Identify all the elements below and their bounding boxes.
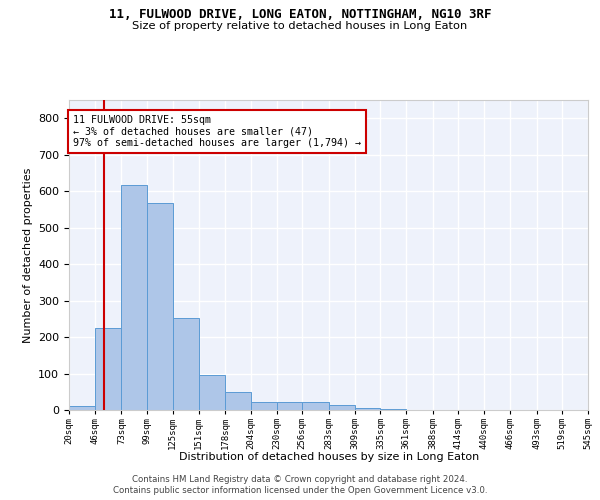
Text: Distribution of detached houses by size in Long Eaton: Distribution of detached houses by size … [179,452,479,462]
Text: Size of property relative to detached houses in Long Eaton: Size of property relative to detached ho… [133,21,467,31]
Bar [225,392,251,410]
Bar [147,203,173,410]
Text: 11, FULWOOD DRIVE, LONG EATON, NOTTINGHAM, NG10 3RF: 11, FULWOOD DRIVE, LONG EATON, NOTTINGHA… [109,8,491,20]
Bar [173,318,199,410]
Bar [95,328,121,410]
Text: Contains HM Land Registry data © Crown copyright and database right 2024.: Contains HM Land Registry data © Crown c… [132,475,468,484]
Text: 11 FULWOOD DRIVE: 55sqm
← 3% of detached houses are smaller (47)
97% of semi-det: 11 FULWOOD DRIVE: 55sqm ← 3% of detached… [73,114,361,148]
Bar [277,402,302,410]
Bar [302,402,329,410]
Bar [69,406,95,410]
Bar [199,375,225,410]
Text: Contains public sector information licensed under the Open Government Licence v3: Contains public sector information licen… [113,486,487,495]
Y-axis label: Number of detached properties: Number of detached properties [23,168,32,342]
Bar [251,402,277,410]
Bar [380,408,406,410]
Bar [355,408,380,410]
Bar [329,405,355,410]
Bar [121,185,147,410]
